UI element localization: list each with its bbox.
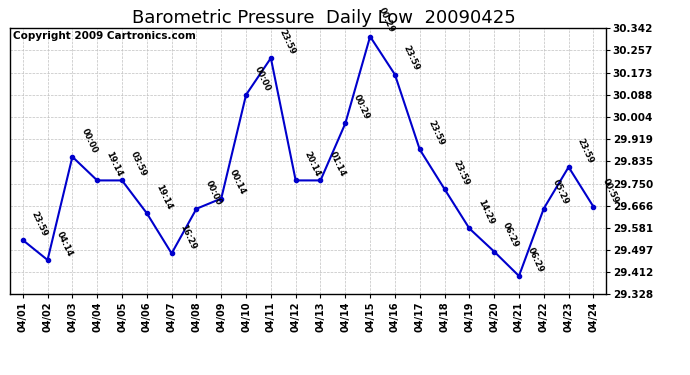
Text: Copyright 2009 Cartronics.com: Copyright 2009 Cartronics.com [13,31,196,41]
Text: 23:59: 23:59 [402,45,422,72]
Text: 03:59: 03:59 [129,150,148,178]
Text: 00:29: 00:29 [377,6,397,34]
Text: 23:59: 23:59 [451,159,471,187]
Text: 23:59: 23:59 [426,119,446,147]
Text: 06:29: 06:29 [501,222,520,249]
Text: 19:14: 19:14 [154,183,173,211]
Text: 00:00: 00:00 [79,127,99,154]
Text: 23:59: 23:59 [30,210,49,238]
Text: 00:14: 00:14 [228,168,248,196]
Text: 01:14: 01:14 [328,150,347,178]
Text: 20:14: 20:14 [303,150,322,178]
Text: 00:29: 00:29 [353,93,372,121]
Text: 23:59: 23:59 [278,28,297,56]
Text: 16:29: 16:29 [179,223,198,251]
Text: Barometric Pressure  Daily Low  20090425: Barometric Pressure Daily Low 20090425 [132,9,516,27]
Text: 14:29: 14:29 [476,198,495,226]
Text: 19:14: 19:14 [104,150,124,178]
Text: 00:59: 00:59 [600,177,620,204]
Text: 23:59: 23:59 [575,137,595,165]
Text: 00:00: 00:00 [204,179,223,207]
Text: 04:14: 04:14 [55,230,74,258]
Text: 06:29: 06:29 [526,246,545,274]
Text: 05:29: 05:29 [551,178,570,206]
Text: 00:00: 00:00 [253,65,273,93]
